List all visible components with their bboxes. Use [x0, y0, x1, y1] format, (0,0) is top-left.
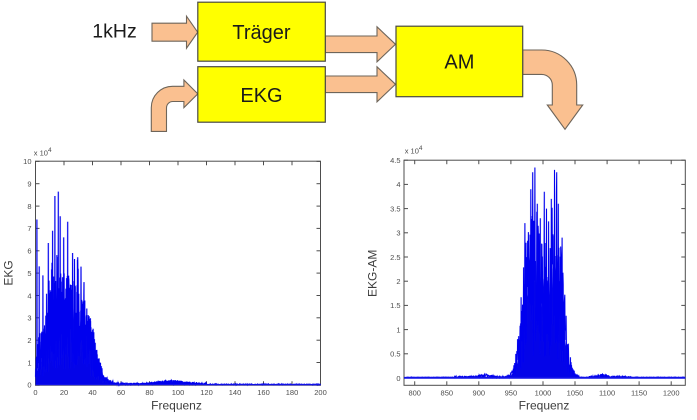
svg-text:3: 3 — [27, 314, 31, 323]
svg-text:4: 4 — [27, 291, 31, 300]
svg-text:0: 0 — [396, 374, 400, 383]
svg-text:2.5: 2.5 — [390, 253, 400, 262]
svg-text:850: 850 — [441, 389, 454, 398]
svg-text:900: 900 — [473, 389, 486, 398]
svg-text:3.5: 3.5 — [390, 204, 400, 213]
svg-text:4: 4 — [396, 180, 400, 189]
svg-text:EKG: EKG — [240, 85, 282, 107]
svg-text:1: 1 — [27, 358, 31, 367]
svg-text:1100: 1100 — [599, 389, 615, 398]
svg-text:4.5: 4.5 — [390, 156, 400, 165]
svg-text:x 104: x 104 — [405, 145, 423, 156]
svg-text:1kHz: 1kHz — [92, 21, 136, 43]
svg-text:1.5: 1.5 — [390, 301, 400, 310]
svg-text:120: 120 — [200, 388, 213, 397]
svg-text:800: 800 — [408, 389, 421, 398]
svg-text:EKG-AM: EKG-AM — [366, 250, 380, 297]
svg-text:6: 6 — [27, 247, 31, 256]
svg-text:1200: 1200 — [663, 389, 680, 398]
svg-text:1: 1 — [396, 325, 400, 334]
svg-text:180: 180 — [286, 388, 299, 397]
svg-text:Frequenz: Frequenz — [151, 398, 202, 412]
svg-text:1050: 1050 — [567, 389, 584, 398]
svg-text:3: 3 — [396, 229, 400, 238]
svg-text:5: 5 — [27, 269, 31, 278]
svg-text:7: 7 — [27, 224, 31, 233]
svg-text:140: 140 — [229, 388, 242, 397]
svg-text:2: 2 — [27, 336, 31, 345]
svg-text:80: 80 — [145, 388, 153, 397]
svg-text:160: 160 — [257, 388, 270, 397]
svg-text:0: 0 — [33, 388, 37, 397]
svg-text:1000: 1000 — [535, 389, 552, 398]
svg-text:100: 100 — [172, 388, 185, 397]
svg-text:EKG: EKG — [2, 260, 16, 285]
svg-text:8: 8 — [27, 202, 31, 211]
svg-text:950: 950 — [505, 389, 518, 398]
svg-text:x 104: x 104 — [34, 147, 52, 158]
svg-text:1150: 1150 — [631, 389, 647, 398]
svg-text:2: 2 — [396, 277, 400, 286]
svg-text:Träger: Träger — [232, 22, 291, 44]
svg-text:200: 200 — [314, 388, 327, 397]
svg-text:Frequenz: Frequenz — [519, 398, 570, 412]
svg-text:40: 40 — [88, 388, 96, 397]
svg-text:20: 20 — [60, 388, 68, 397]
svg-text:10: 10 — [23, 157, 31, 166]
svg-text:0.5: 0.5 — [390, 350, 400, 359]
svg-text:0: 0 — [27, 381, 31, 390]
svg-text:9: 9 — [27, 180, 31, 189]
svg-text:60: 60 — [117, 388, 125, 397]
svg-text:AM: AM — [444, 52, 474, 74]
